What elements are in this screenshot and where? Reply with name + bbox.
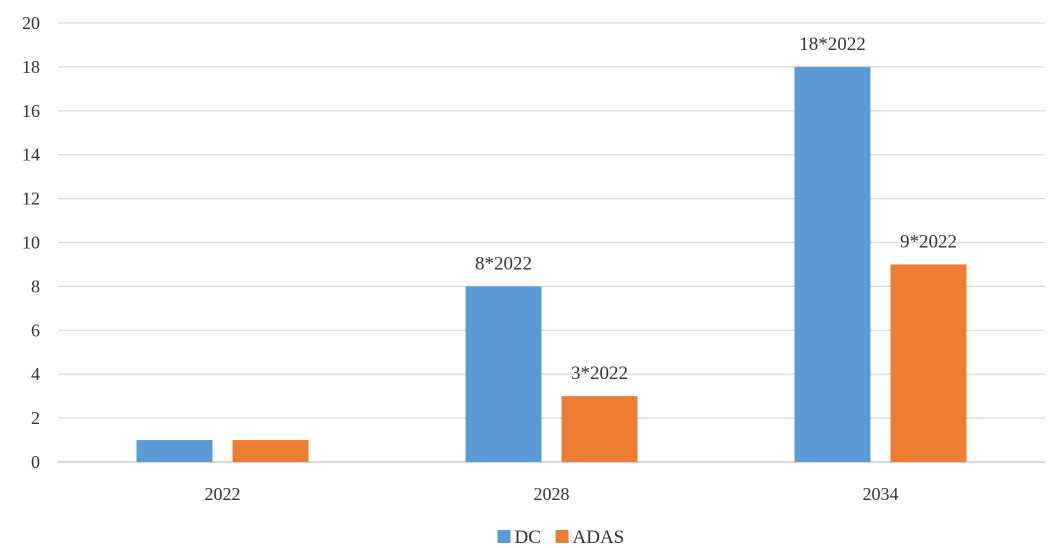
data-label-dc-2034: 18*2022 — [799, 34, 866, 55]
x-axis-ticks: 2022 2028 2034 — [205, 484, 899, 504]
y-tick-label: 10 — [22, 233, 40, 253]
bar-dc-2034 — [794, 66, 871, 463]
data-label-dc-2028: 8*2022 — [475, 253, 532, 274]
bar-adas-2028 — [561, 396, 638, 462]
y-tick-label: 8 — [31, 276, 40, 296]
x-tick-label: 2022 — [205, 484, 241, 504]
bar-dc-2028 — [465, 286, 542, 462]
y-tick-label: 14 — [22, 145, 40, 165]
bars — [136, 66, 967, 463]
y-tick-label: 20 — [22, 13, 40, 33]
y-tick-label: 16 — [22, 101, 40, 121]
legend: DC ADAS — [497, 527, 625, 548]
legend-label-dc: DC — [515, 527, 541, 548]
data-labels: 8*2022 3*2022 18*2022 9*2022 — [475, 34, 957, 384]
legend-label-adas: ADAS — [573, 527, 625, 548]
legend-swatch-dc — [497, 530, 511, 543]
y-tick-label: 4 — [31, 364, 40, 384]
data-label-adas-2028: 3*2022 — [571, 363, 628, 384]
y-tick-label: 12 — [22, 189, 40, 209]
legend-swatch-adas — [555, 530, 569, 543]
y-tick-label: 0 — [31, 452, 40, 472]
y-tick-label: 2 — [31, 408, 40, 428]
gridlines — [58, 22, 1045, 463]
x-tick-label: 2028 — [534, 484, 570, 504]
y-tick-label: 18 — [22, 57, 40, 77]
data-label-adas-2034: 9*2022 — [900, 231, 957, 252]
bar-dc-2022 — [136, 440, 213, 462]
bar-adas-2034 — [890, 264, 967, 462]
x-tick-label: 2034 — [863, 484, 899, 504]
y-tick-label: 6 — [31, 320, 40, 340]
bar-adas-2022 — [232, 440, 309, 462]
y-axis-ticks: 0 2 4 6 8 10 12 14 16 18 20 — [22, 13, 40, 472]
